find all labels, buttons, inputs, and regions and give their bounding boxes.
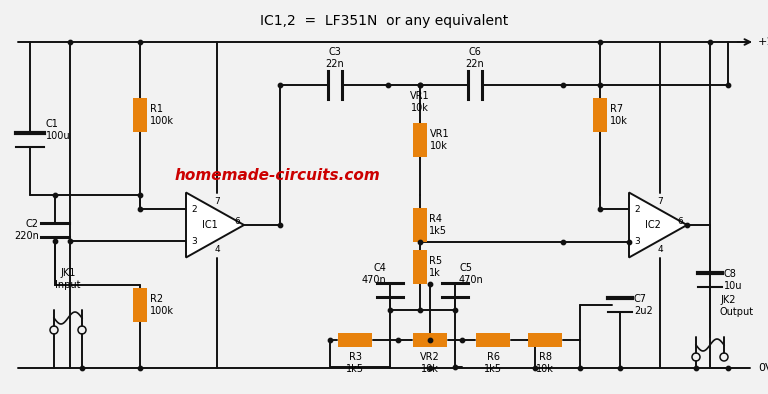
Text: +12V: +12V: [758, 37, 768, 47]
Text: 7: 7: [214, 197, 220, 206]
Point: [594, 206, 606, 212]
Point: [594, 39, 606, 45]
Text: C6
22n: C6 22n: [465, 47, 485, 69]
Text: C3
22n: C3 22n: [326, 47, 344, 69]
Point: [623, 239, 635, 245]
Text: IC1,2  =  LF351N  or any equivalent: IC1,2 = LF351N or any equivalent: [260, 14, 508, 28]
Text: R5
1k: R5 1k: [429, 256, 442, 278]
Point: [324, 337, 336, 343]
Point: [384, 307, 396, 313]
Point: [64, 39, 76, 45]
Bar: [133, 98, 147, 132]
Text: C2
220n: C2 220n: [14, 219, 39, 241]
Point: [722, 82, 734, 88]
Point: [382, 82, 394, 88]
Text: 4: 4: [657, 245, 663, 253]
Text: 7: 7: [657, 197, 663, 206]
Point: [449, 364, 461, 370]
Point: [64, 238, 76, 244]
Polygon shape: [186, 193, 244, 258]
Point: [614, 365, 626, 371]
Text: C5
470n: C5 470n: [459, 263, 484, 285]
Bar: [528, 333, 562, 347]
Text: JK1
Input: JK1 Input: [55, 268, 81, 290]
Point: [557, 239, 569, 245]
Bar: [593, 98, 607, 132]
Text: IC2: IC2: [645, 220, 661, 230]
Point: [424, 281, 436, 287]
Point: [414, 307, 426, 313]
Bar: [413, 250, 427, 284]
Point: [594, 82, 606, 88]
Text: 2: 2: [191, 204, 197, 214]
Text: IC1: IC1: [202, 220, 218, 230]
Point: [49, 192, 61, 198]
Text: 2: 2: [634, 204, 640, 214]
Point: [424, 337, 436, 343]
Text: 4: 4: [214, 245, 220, 253]
Point: [424, 365, 436, 371]
Text: R7
10k: R7 10k: [610, 104, 628, 126]
Bar: [413, 208, 427, 242]
Text: VR1
10k: VR1 10k: [430, 129, 449, 151]
Point: [392, 337, 404, 343]
Point: [703, 39, 716, 45]
Point: [134, 39, 146, 45]
Text: R4
1k5: R4 1k5: [429, 214, 447, 236]
Text: R2
100k: R2 100k: [150, 294, 174, 316]
Text: C8
10u: C8 10u: [724, 269, 743, 291]
Point: [274, 82, 286, 88]
Point: [722, 365, 734, 371]
Point: [681, 222, 694, 228]
Point: [414, 82, 426, 88]
Bar: [133, 288, 147, 322]
Bar: [413, 123, 427, 157]
Text: JK2
Output: JK2 Output: [720, 296, 754, 317]
Point: [529, 365, 541, 371]
Point: [449, 307, 461, 313]
Point: [690, 365, 702, 371]
Point: [414, 82, 426, 88]
Text: 6: 6: [677, 216, 683, 225]
Text: VR2
10k: VR2 10k: [420, 352, 440, 374]
Polygon shape: [629, 193, 687, 258]
Bar: [338, 333, 372, 347]
Text: C7
2u2: C7 2u2: [634, 294, 653, 316]
Text: R3
1k5: R3 1k5: [346, 352, 364, 374]
Text: 6: 6: [234, 216, 240, 225]
Point: [557, 82, 569, 88]
Point: [134, 365, 146, 371]
Point: [574, 365, 586, 371]
Text: R1
100k: R1 100k: [150, 104, 174, 126]
Text: 3: 3: [634, 236, 640, 245]
Bar: [413, 333, 447, 347]
Text: R8
10k: R8 10k: [536, 352, 554, 374]
Point: [456, 337, 468, 343]
Text: VR1
10k: VR1 10k: [410, 91, 430, 113]
Text: 0V: 0V: [758, 363, 768, 373]
Point: [134, 192, 146, 198]
Point: [49, 238, 61, 244]
Text: C4
470n: C4 470n: [361, 263, 386, 285]
Text: R6
1k5: R6 1k5: [484, 352, 502, 374]
Bar: [476, 333, 510, 347]
Text: 3: 3: [191, 236, 197, 245]
Point: [134, 206, 146, 212]
Point: [414, 239, 426, 245]
Text: homemade-circuits.com: homemade-circuits.com: [175, 167, 381, 182]
Text: C1
100u: C1 100u: [46, 119, 71, 141]
Point: [76, 365, 88, 371]
Point: [274, 222, 286, 228]
